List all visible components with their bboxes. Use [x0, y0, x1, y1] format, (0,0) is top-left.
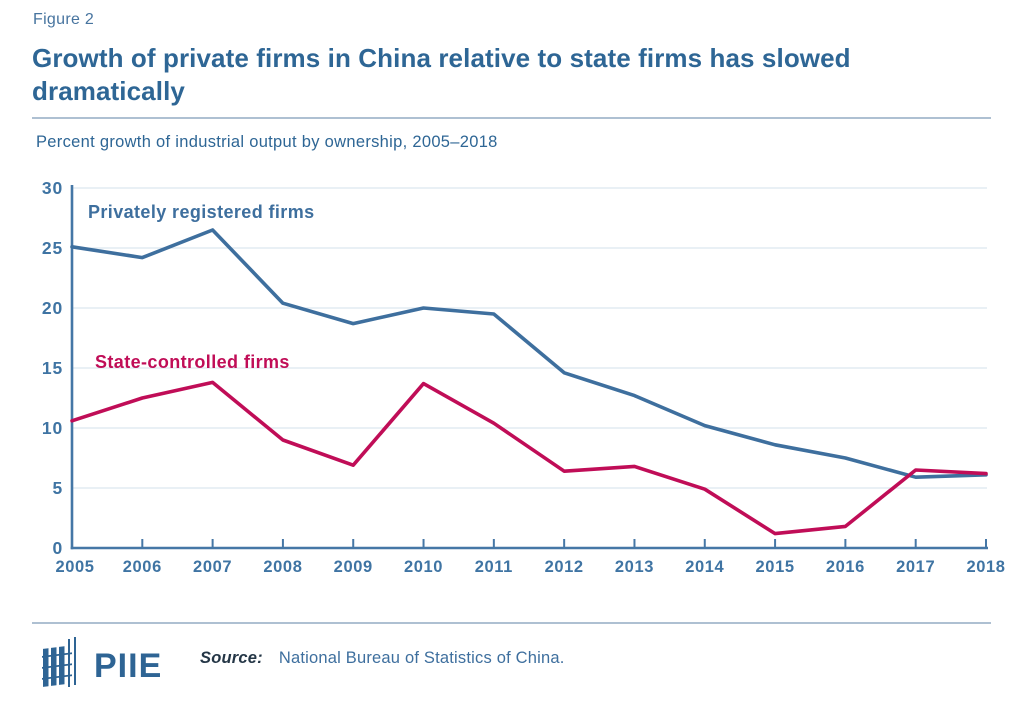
x-tick-label-2016: 2016 [826, 558, 865, 576]
source-line: Source: National Bureau of Statistics of … [200, 649, 565, 668]
piie-logo-text: PIIE [94, 646, 163, 685]
y-tick-label-0: 0 [52, 538, 63, 558]
source-text: National Bureau of Statistics of China. [278, 649, 565, 667]
y-tick-label-15: 15 [42, 358, 63, 378]
x-tick-label-2018: 2018 [966, 558, 1005, 576]
title-divider [32, 117, 991, 119]
piie-building-icon [42, 637, 84, 694]
x-tick-label-2014: 2014 [685, 558, 724, 576]
x-tick-label-2007: 2007 [193, 558, 232, 576]
series-label-privately-registered-firms: Privately registered firms [88, 202, 315, 222]
y-tick-label-10: 10 [42, 418, 63, 438]
y-tick-label-20: 20 [42, 298, 63, 318]
x-tick-label-2010: 2010 [404, 558, 443, 576]
piie-logo: PIIE [42, 637, 162, 694]
series-line-state-controlled-firms [70, 380, 988, 536]
x-tick-label-2011: 2011 [475, 558, 513, 576]
figure-label: Figure 2 [33, 11, 95, 28]
x-tick-label-2015: 2015 [756, 558, 795, 576]
x-tick-label-2017: 2017 [896, 558, 935, 576]
chart-subtitle: Percent growth of industrial output by o… [36, 133, 498, 151]
x-tick-label-2006: 2006 [123, 558, 162, 576]
series-label-state-controlled-firms: State-controlled firms [95, 352, 290, 372]
x-tick-label-2009: 2009 [334, 558, 373, 576]
x-tick-label-2005: 2005 [55, 558, 94, 576]
source-label: Source: [200, 649, 263, 667]
y-tick-label-30: 30 [42, 178, 63, 198]
series-line-privately-registered-firms [70, 228, 988, 480]
x-tick-label-2008: 2008 [263, 558, 302, 576]
y-tick-label-5: 5 [52, 478, 63, 498]
x-tick-label-2013: 2013 [615, 558, 654, 576]
x-tick-label-2012: 2012 [545, 558, 584, 576]
y-tick-label-25: 25 [42, 238, 63, 258]
footer-divider [32, 622, 991, 624]
figure-title: Growth of private firms in China relativ… [32, 43, 851, 106]
